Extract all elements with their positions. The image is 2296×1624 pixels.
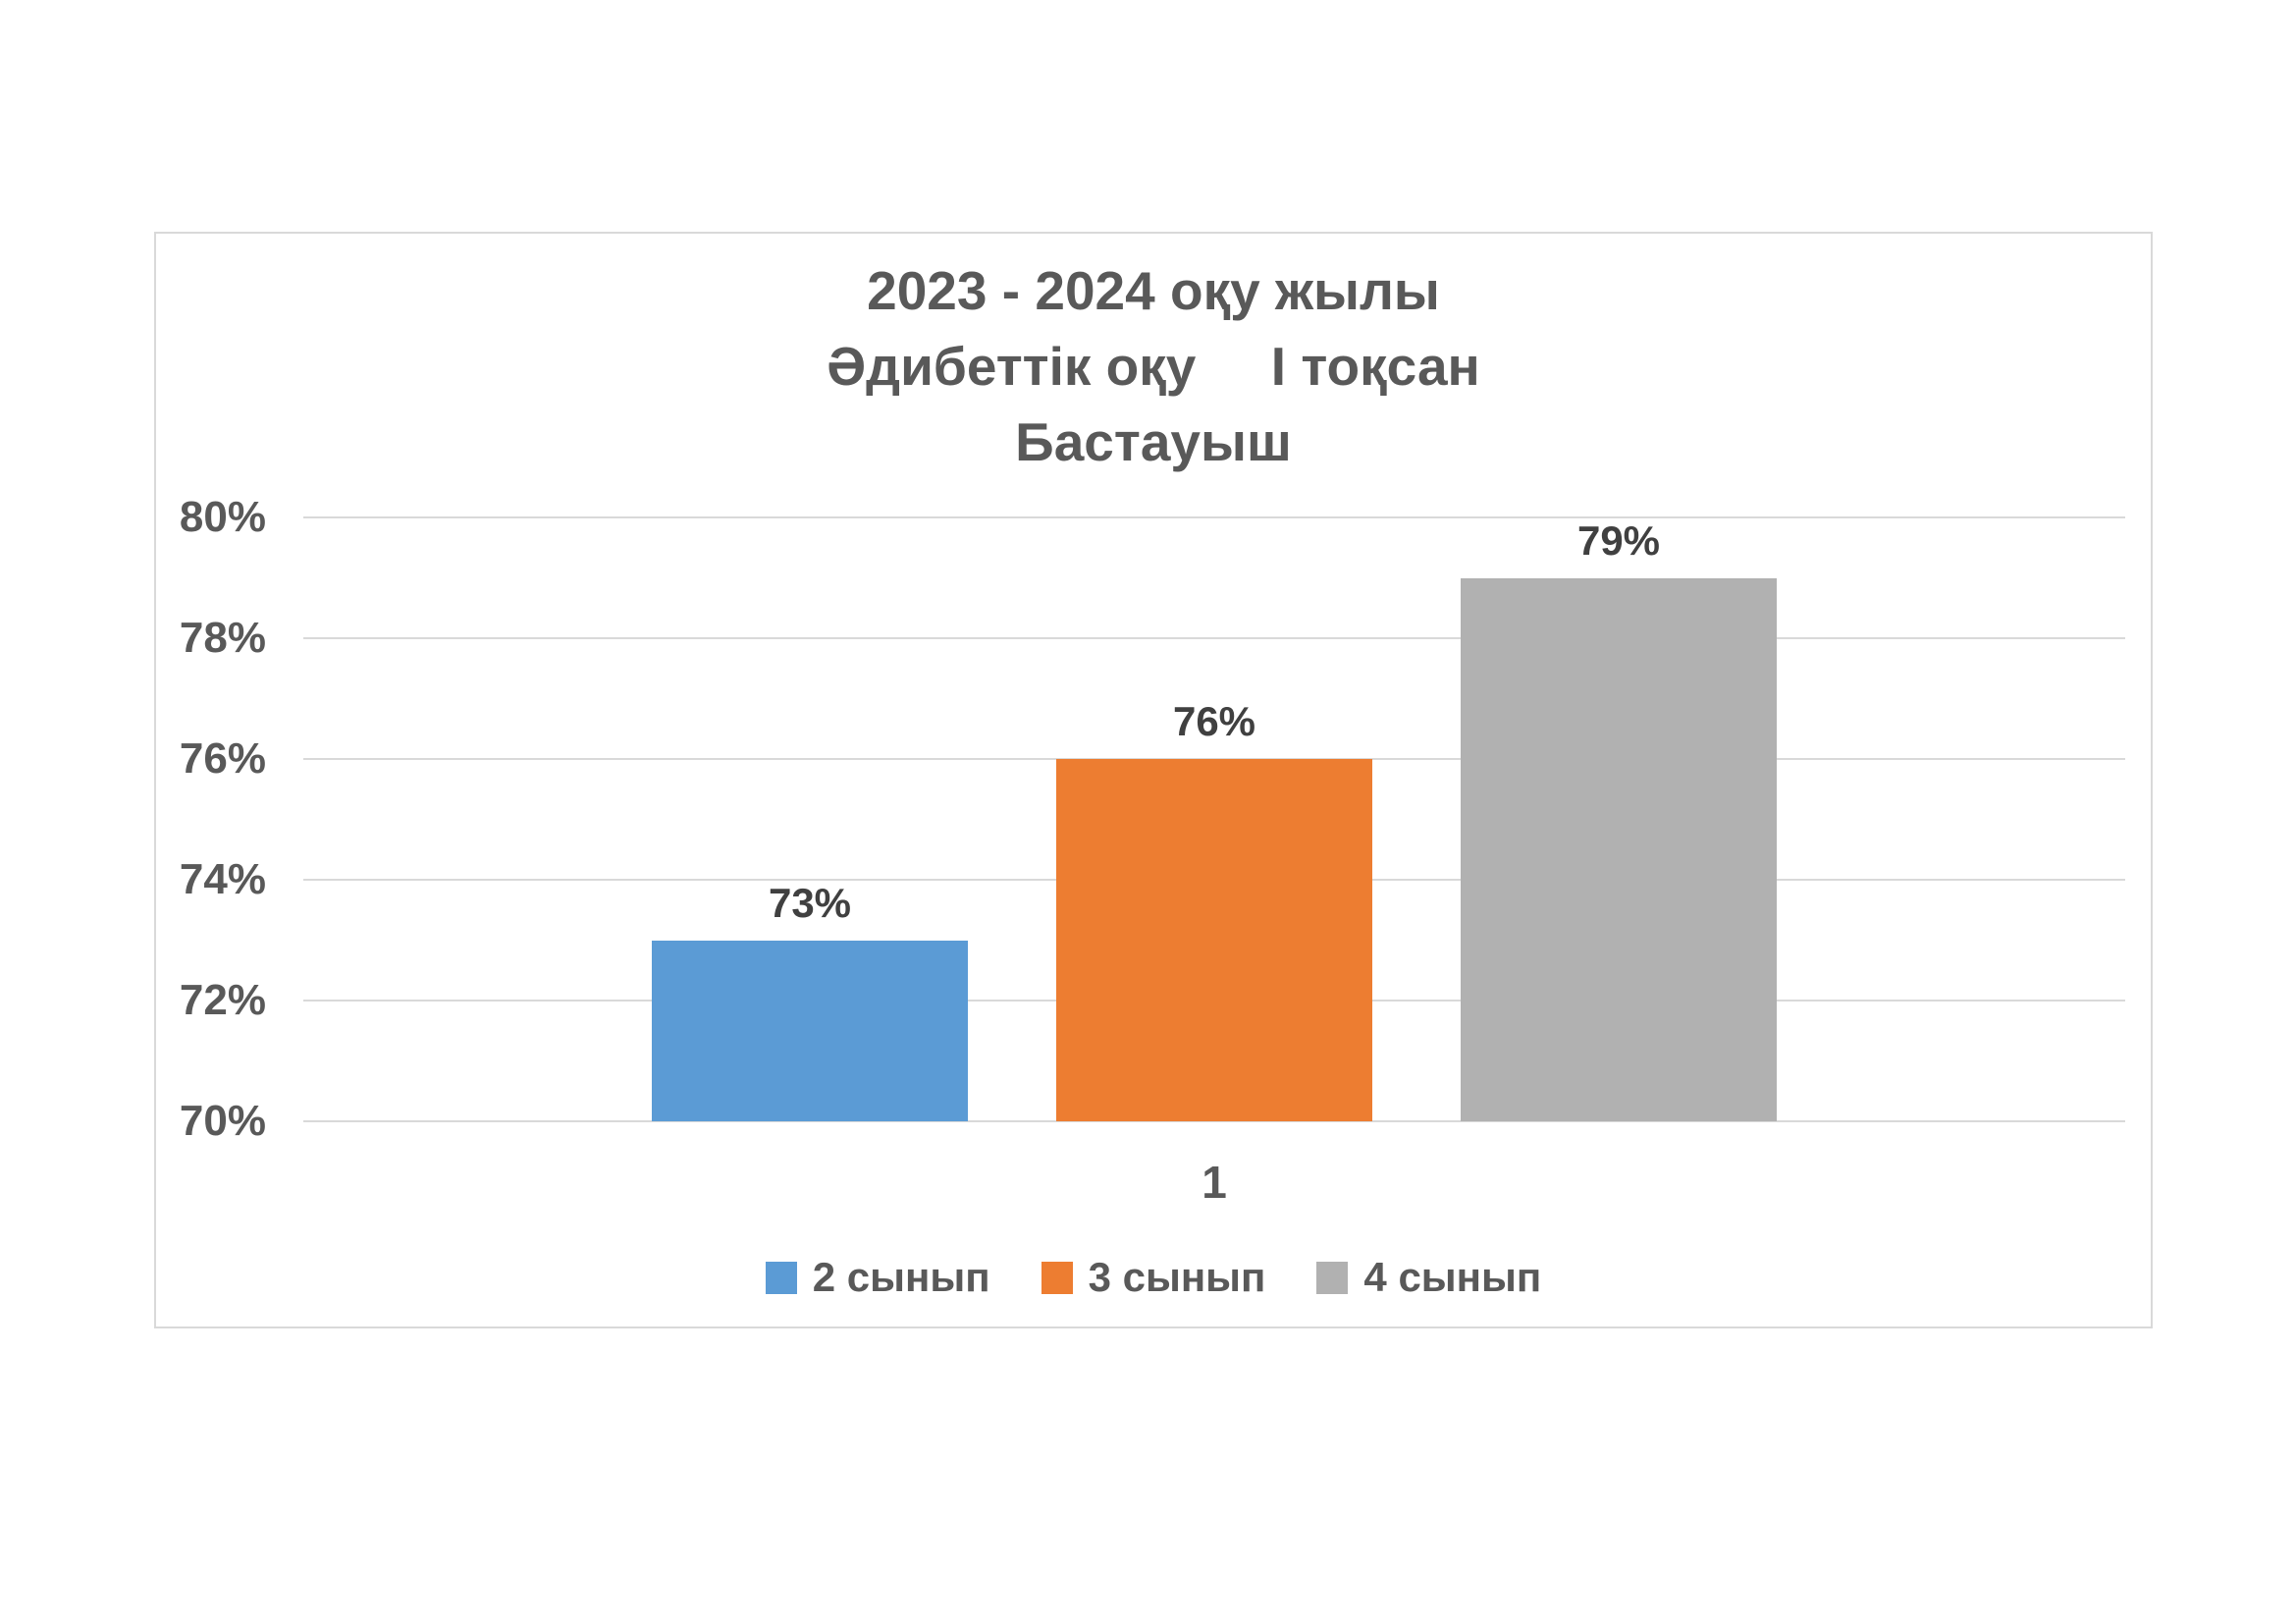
- data-label-series-1: 73%: [768, 879, 852, 926]
- chart-title-line-1: 2023 - 2024 оқу жылы: [867, 260, 1440, 321]
- legend-item-3: 4 сынып: [1316, 1254, 1541, 1301]
- bar-series-2: [1056, 759, 1372, 1121]
- gridline-80: [303, 516, 2125, 518]
- y-axis: 70% 72% 74% 76% 78% 80%: [156, 494, 266, 1145]
- chart: 2023 - 2024 оқу жылы Әдибеттік оқу І тоқ…: [154, 232, 2153, 1328]
- legend-swatch-icon: [1041, 1261, 1073, 1294]
- legend-label: 4 сынып: [1363, 1254, 1542, 1300]
- chart-title: 2023 - 2024 оқу жылы Әдибеттік оқу І тоқ…: [156, 253, 2151, 480]
- y-tick-label-74: 74%: [179, 855, 266, 903]
- data-label-series-3: 79%: [1576, 516, 1661, 564]
- chart-title-line-3: Бастауыш: [1015, 411, 1292, 472]
- y-tick-label-76: 76%: [179, 734, 266, 783]
- gridline-78: [303, 637, 2125, 639]
- y-tick-label-80: 80%: [179, 493, 266, 541]
- legend-swatch-icon: [765, 1261, 797, 1294]
- data-label-series-2: 76%: [1172, 698, 1256, 744]
- y-tick-label-78: 78%: [179, 614, 266, 662]
- chart-title-line-2: Әдибеттік оқу І тоқсан: [827, 336, 1480, 397]
- legend-label: 2 сынып: [812, 1254, 990, 1300]
- legend-swatch-icon: [1316, 1261, 1349, 1294]
- bar-series-1: [652, 940, 968, 1121]
- legend-item-2: 3 сынып: [1041, 1254, 1266, 1301]
- legend-label: 3 сынып: [1088, 1254, 1266, 1300]
- x-category-label: 1: [1201, 1157, 1227, 1208]
- legend-item-1: 2 сынып: [765, 1254, 990, 1301]
- y-tick-label-70: 70%: [179, 1097, 266, 1145]
- bar-series-3: [1461, 577, 1777, 1121]
- gridline-70: [303, 1120, 2125, 1122]
- plot-area: 73% 76% 79% 1: [303, 516, 2125, 1208]
- y-tick-label-72: 72%: [179, 976, 266, 1024]
- legend: 2 сынып 3 сынып 4 сынып: [156, 1254, 2151, 1301]
